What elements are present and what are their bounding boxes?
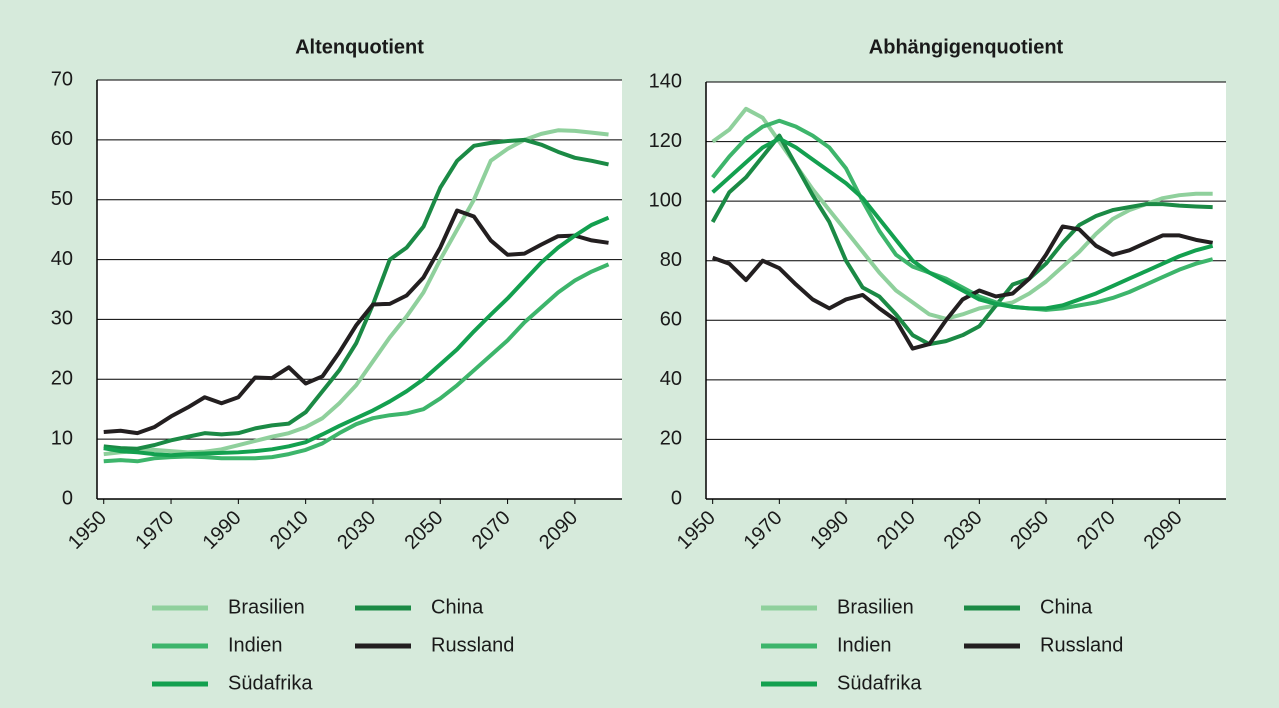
plot-area — [97, 80, 622, 499]
legend-label: China — [1040, 596, 1093, 618]
legend-label: Russland — [431, 634, 514, 656]
y-tick-label: 10 — [51, 427, 73, 449]
y-tick-label: 140 — [649, 70, 682, 92]
x-tick-label: 2070 — [468, 507, 515, 554]
chart-title: Abhängigenquotient — [869, 36, 1064, 58]
series-line — [711, 136, 1214, 311]
series-line — [103, 137, 609, 451]
series-line — [103, 215, 610, 458]
chart-title: Altenquotient — [295, 36, 424, 58]
series-line — [103, 262, 610, 464]
y-tick-label: 0 — [62, 487, 73, 509]
legend-label: China — [431, 596, 484, 618]
y-tick-label: 20 — [51, 368, 73, 390]
x-tick-label: 2050 — [401, 507, 448, 554]
x-tick-label: 1970 — [740, 507, 787, 554]
series-line — [711, 118, 1214, 312]
y-tick-label: 20 — [660, 428, 682, 450]
y-tick-label: 30 — [51, 308, 73, 330]
x-tick-label: 1950 — [64, 507, 111, 554]
x-tick-label: 1990 — [806, 507, 853, 554]
legend-label: Indien — [837, 634, 892, 656]
y-tick-label: 70 — [51, 68, 73, 90]
x-tick-label: 2030 — [333, 507, 380, 554]
y-tick-label: 60 — [51, 128, 73, 150]
x-tick-label: 2090 — [1140, 507, 1187, 554]
x-tick-label: 2030 — [940, 507, 987, 554]
y-tick-label: 120 — [649, 130, 682, 152]
legend-label: Brasilien — [228, 596, 305, 618]
legend-label: Indien — [228, 634, 283, 656]
x-tick-label: 2010 — [873, 507, 920, 554]
y-tick-label: 80 — [660, 249, 682, 271]
y-tick-label: 0 — [671, 487, 682, 509]
y-tick-label: 60 — [660, 309, 682, 331]
legend-label: Russland — [1040, 634, 1123, 656]
y-tick-label: 100 — [649, 189, 682, 211]
x-tick-label: 2070 — [1073, 507, 1120, 554]
legend-label: Südafrika — [228, 672, 313, 694]
x-tick-label: 2090 — [535, 507, 582, 554]
x-tick-label: 2010 — [266, 507, 313, 554]
legend-label: Brasilien — [837, 596, 914, 618]
series-line — [711, 224, 1214, 351]
series-line — [103, 208, 609, 436]
x-tick-label: 1970 — [131, 507, 178, 554]
series-line — [710, 133, 1213, 347]
x-tick-label: 2050 — [1006, 507, 1053, 554]
x-tick-label: 1950 — [673, 507, 720, 554]
y-tick-label: 40 — [660, 368, 682, 390]
x-tick-label: 1990 — [199, 507, 246, 554]
legend-label: Südafrika — [837, 672, 922, 694]
y-tick-label: 40 — [51, 248, 73, 270]
y-tick-label: 50 — [51, 188, 73, 210]
